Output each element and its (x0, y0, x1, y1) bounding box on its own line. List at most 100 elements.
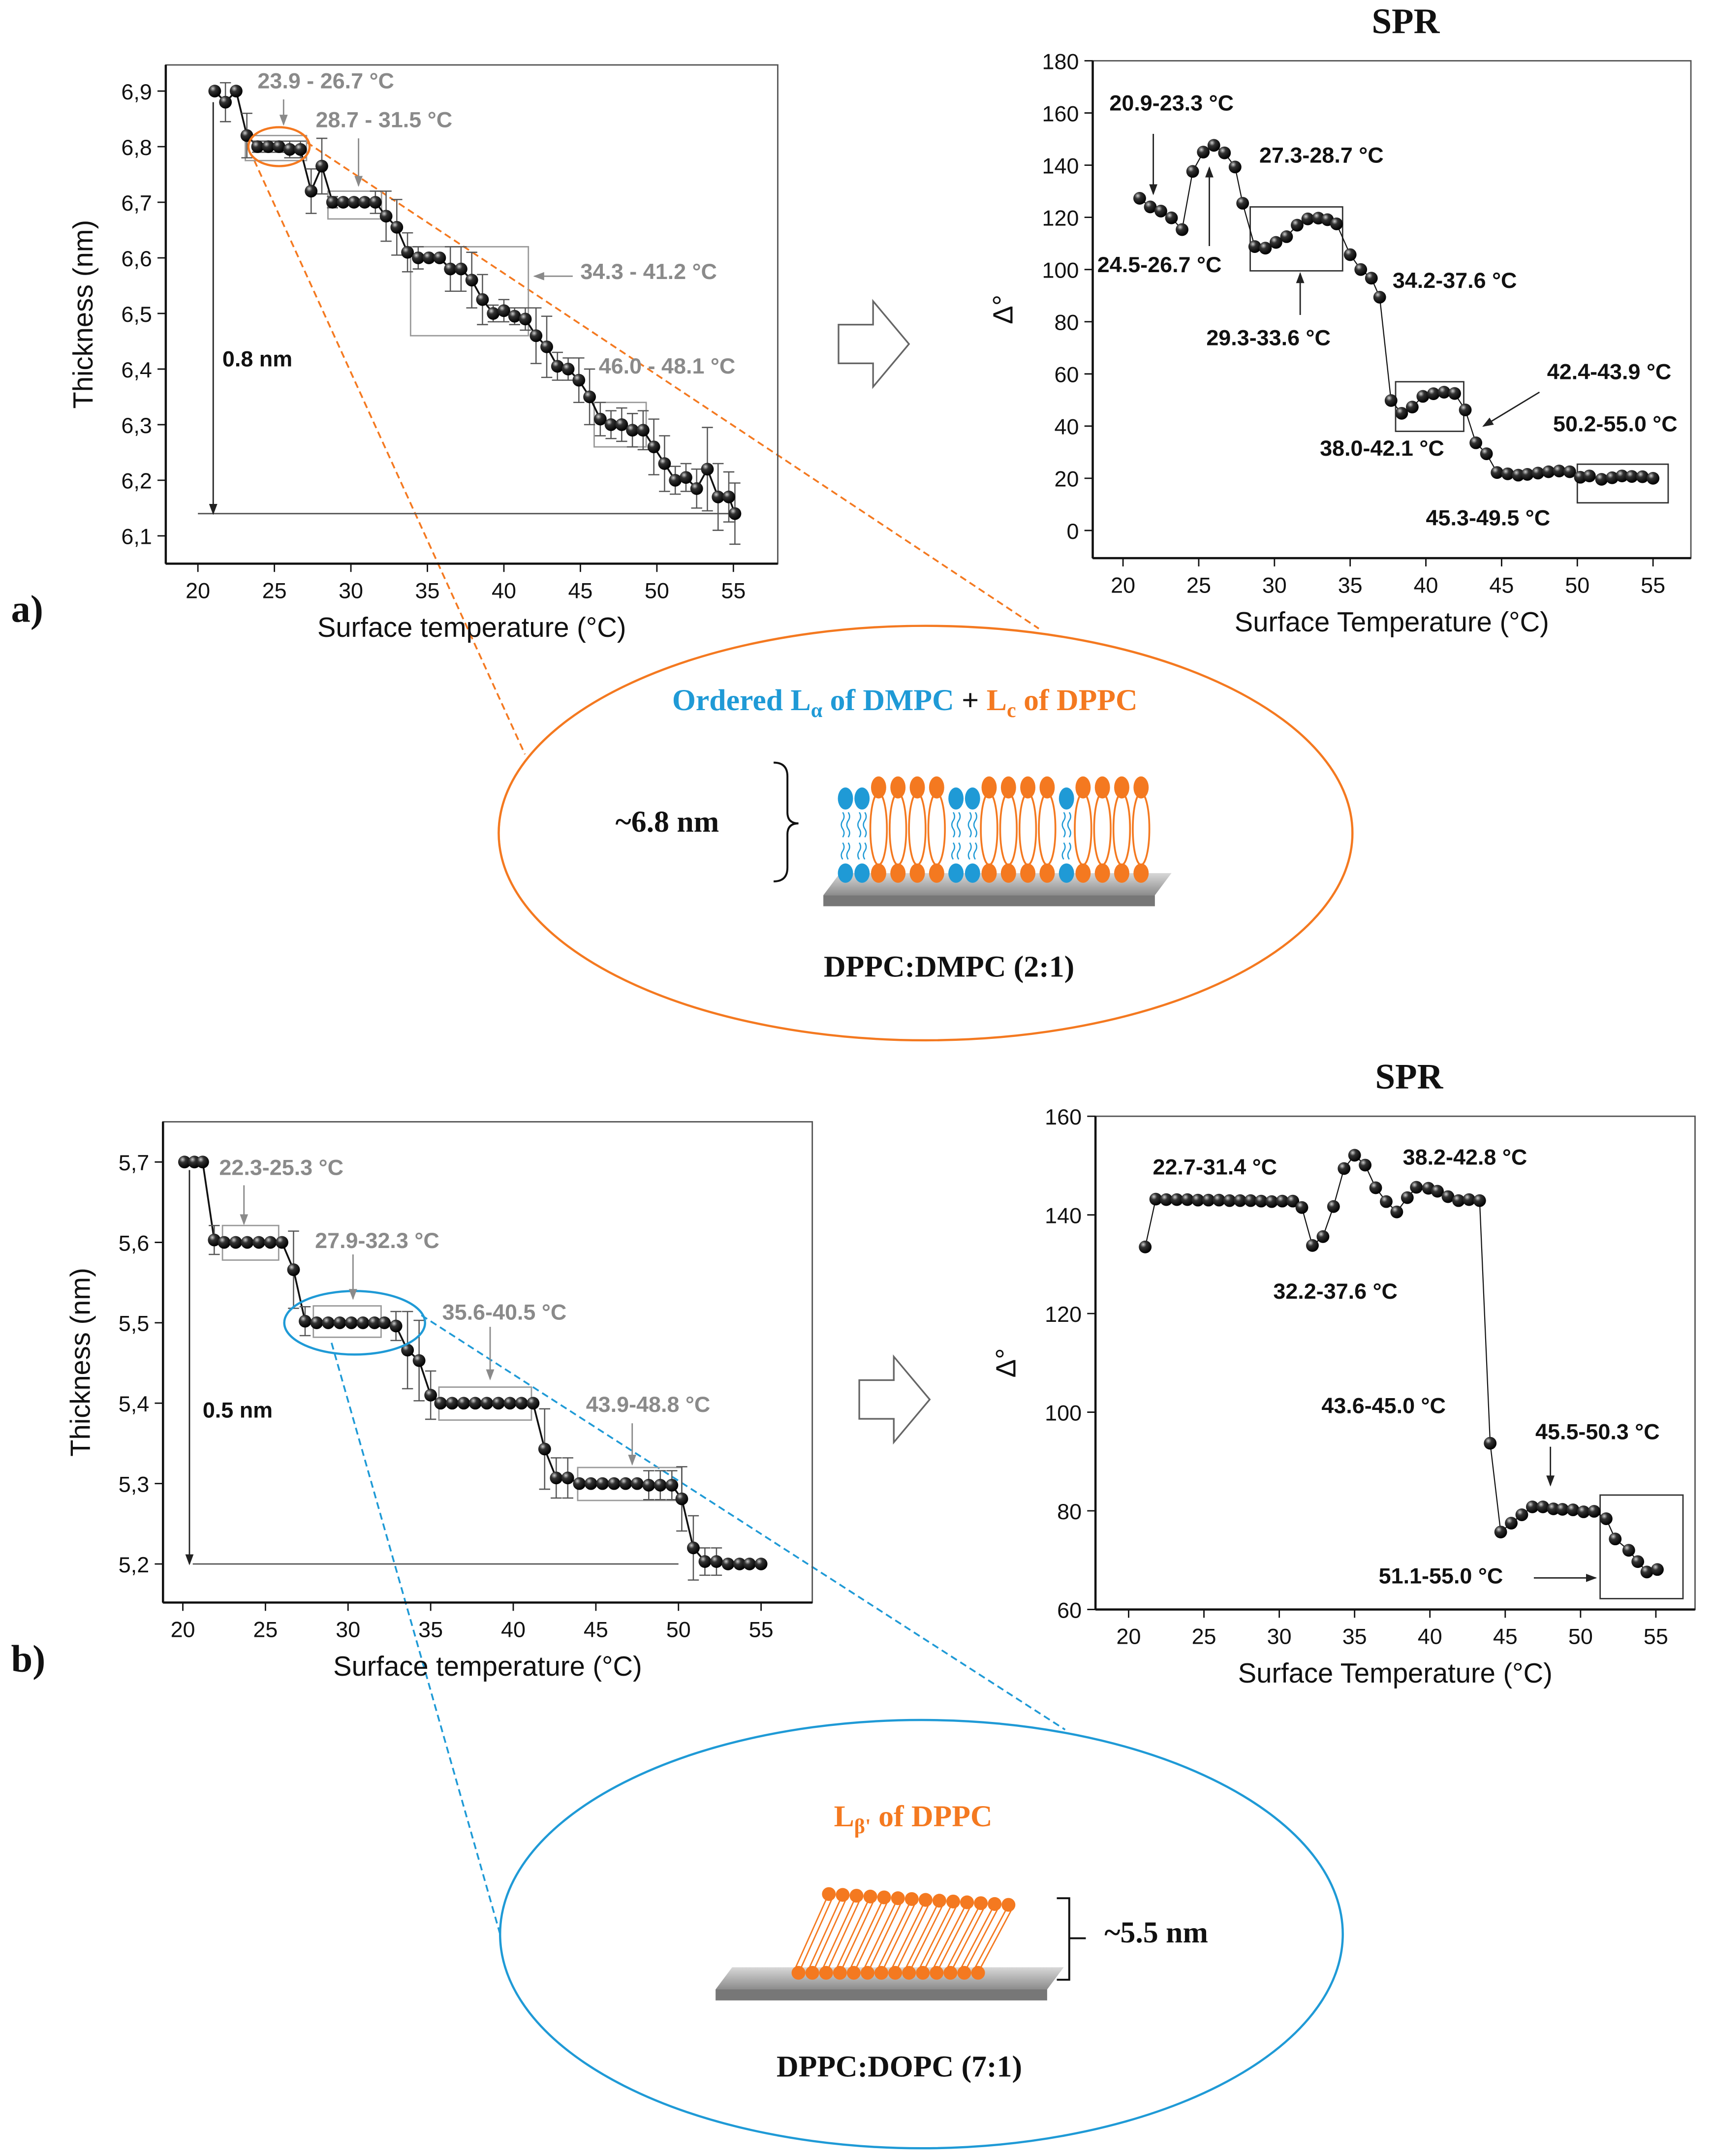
data-point (561, 363, 575, 375)
y-tick-label: 6,3 (121, 413, 152, 438)
data-point (1480, 447, 1493, 460)
lipid-tail (973, 812, 977, 860)
data-point (721, 1558, 735, 1570)
data-point (1427, 387, 1440, 401)
y-tick-label: 160 (1042, 101, 1079, 126)
data-point (669, 473, 682, 487)
lipid-head (946, 1894, 961, 1908)
data-point (1354, 263, 1368, 276)
data-point (1265, 1195, 1278, 1208)
data-point (636, 424, 650, 437)
annotation-label: 45.3-49.5 °C (1426, 505, 1551, 530)
data-point (1405, 401, 1419, 414)
data-point (1390, 1205, 1403, 1219)
data-point (1301, 212, 1314, 225)
data-point (498, 304, 510, 317)
lipid-tail (947, 1908, 985, 1968)
annotation-label: 42.4-43.9 °C (1547, 359, 1672, 384)
data-point (1306, 1239, 1319, 1252)
x-tick-label: 30 (336, 1617, 360, 1642)
x-tick-label: 20 (171, 1617, 195, 1642)
x-tick-label: 40 (492, 578, 516, 603)
data-point (1259, 242, 1272, 255)
title-part: of DPPC (871, 1800, 993, 1833)
y-axis-label: Δ° (988, 295, 1019, 324)
data-point (561, 1471, 574, 1485)
lipid-tail (919, 1906, 957, 1968)
data-point (1647, 471, 1660, 485)
lipid-tail (908, 792, 927, 866)
series-line (184, 1161, 761, 1565)
y-tick-label: 160 (1045, 1104, 1082, 1129)
data-point (1248, 240, 1261, 253)
annotation-label: 38.0-42.1 °C (1320, 436, 1444, 461)
lipid-head (943, 1966, 958, 1980)
data-point (218, 1236, 231, 1249)
lipid-tail (974, 1910, 1012, 1968)
data-point (252, 1236, 265, 1249)
data-point (583, 390, 596, 404)
schematic-b-title: Lβ' of DPPC (834, 1800, 993, 1838)
data-point (1202, 1193, 1215, 1207)
lipid-head (1039, 776, 1055, 799)
data-point (401, 1344, 414, 1357)
data-point (1599, 1512, 1613, 1525)
lipid-head (1059, 787, 1074, 810)
lipid-head (902, 1966, 916, 1980)
data-point (412, 1354, 426, 1367)
x-tick-label: 30 (339, 578, 363, 603)
x-tick-label: 30 (1262, 572, 1287, 597)
lipid-head (871, 863, 886, 883)
data-point (508, 310, 521, 323)
data-point (1330, 217, 1343, 230)
lipid-tail (841, 812, 845, 860)
panel-label-a: a) (11, 588, 43, 630)
y-tick-label: 100 (1045, 1400, 1082, 1425)
data-point (658, 457, 671, 470)
lipid-head (1114, 863, 1129, 883)
data-point (1625, 470, 1638, 483)
data-point (1563, 465, 1576, 478)
data-point (465, 274, 478, 287)
data-point (1276, 1194, 1289, 1208)
title-part: Ordered L (672, 684, 811, 717)
x-tick-label: 25 (1186, 572, 1211, 597)
data-point (1176, 223, 1189, 236)
data-point (540, 340, 553, 353)
data-point (1526, 1500, 1539, 1513)
lipid-head (891, 1891, 905, 1906)
lipid-head (948, 863, 964, 883)
data-point (1218, 146, 1231, 159)
x-tick-label: 40 (501, 1617, 526, 1642)
data-point (422, 251, 436, 264)
substrate-edge (823, 895, 1155, 906)
annotation-label: 51.1-55.0 °C (1379, 1563, 1503, 1588)
data-point (287, 1263, 300, 1276)
data-point (1459, 404, 1472, 416)
data-point (519, 312, 532, 326)
x-axis-label: Surface Temperature (°C) (1238, 1657, 1553, 1688)
data-point (1441, 1190, 1455, 1203)
data-point (356, 1316, 370, 1329)
lipid-tail (863, 812, 867, 860)
data-point (1622, 1544, 1635, 1557)
x-axis-label: Surface temperature (°C) (317, 612, 626, 643)
y-tick-label: 0 (1066, 519, 1079, 544)
data-point (1437, 385, 1451, 399)
x-tick-label: 50 (666, 1617, 691, 1642)
title-part: L (987, 684, 1007, 717)
x-tick-label: 35 (1338, 572, 1363, 597)
lipid-head (890, 776, 906, 799)
lipid-head (1059, 863, 1074, 883)
data-point (1327, 1200, 1340, 1213)
data-point (1505, 1517, 1518, 1530)
data-point (538, 1442, 551, 1456)
lipid-head (791, 1966, 806, 1980)
y-tick-label: 180 (1042, 49, 1079, 74)
y-tick-label: 140 (1042, 153, 1079, 178)
y-tick-label: 20 (1055, 467, 1079, 492)
data-point (630, 1477, 644, 1490)
lipid-tail (1067, 812, 1071, 860)
y-tick-label: 6,2 (121, 469, 152, 494)
bracket-icon (1057, 1897, 1086, 1981)
